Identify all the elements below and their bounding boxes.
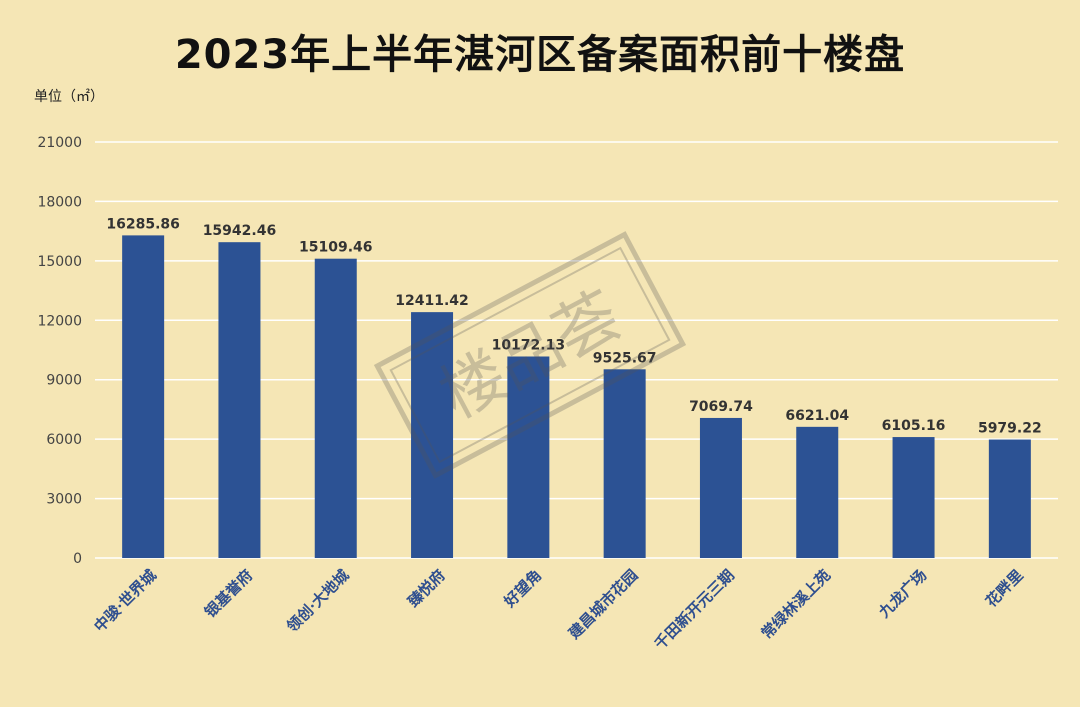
category-label: 臻悦府	[404, 566, 449, 611]
category-label: 建昌城市花园	[565, 566, 641, 642]
bar	[314, 258, 357, 558]
category-label: 九龙广场	[875, 566, 931, 622]
watermark-border-inner	[389, 246, 671, 464]
bar	[796, 426, 839, 558]
bar	[218, 242, 261, 559]
y-tick-label: 21000	[37, 135, 82, 151]
data-label: 16285.86	[106, 216, 180, 232]
y-tick-label: 9000	[46, 373, 82, 389]
y-tick-label: 12000	[37, 313, 82, 329]
data-label: 6105.16	[882, 418, 946, 434]
watermark-border-outer	[373, 231, 687, 479]
category-label: 花畔里	[982, 566, 1027, 611]
data-label: 5979.22	[978, 421, 1042, 437]
y-axis-unit-label: 单位（㎡）	[34, 89, 104, 105]
category-label: 好望角	[500, 566, 545, 611]
bars	[122, 235, 1031, 559]
data-label: 6621.04	[785, 408, 849, 424]
category-label: 常绿林溪上苑	[758, 566, 834, 642]
y-tick-label: 0	[73, 551, 82, 567]
y-axis-ticks: 0 3000 6000 9000 12000 15000 18000 21000	[37, 135, 82, 567]
category-label: 银基誉府	[201, 566, 256, 621]
bar	[603, 369, 646, 558]
data-label: 9525.67	[593, 350, 657, 366]
category-labels: 中骏·世界城 银基誉府 领创·大地城 臻悦府 好望角 建昌城市花园 千田新开元三期 常绿林溪上…	[91, 566, 1027, 653]
chart-title: 2023年上半年湛河区备案面积前十楼盘	[174, 32, 906, 78]
y-tick-label: 6000	[46, 432, 82, 448]
y-tick-label: 3000	[46, 492, 82, 508]
bar	[411, 312, 454, 558]
data-label: 15109.46	[299, 240, 373, 256]
bar	[892, 437, 935, 558]
bar	[988, 439, 1031, 558]
y-tick-label: 15000	[37, 254, 82, 270]
category-label: 领创·大地城	[282, 566, 352, 636]
category-label: 中骏·世界城	[91, 566, 160, 635]
category-label: 千田新开元三期	[651, 566, 738, 653]
data-label: 10172.13	[492, 337, 566, 353]
data-label: 12411.42	[395, 293, 469, 309]
data-label: 15942.46	[203, 223, 277, 239]
bar	[122, 235, 165, 558]
data-labels: 16285.86 15942.46 15109.46 12411.42 10172.13…	[106, 216, 1041, 436]
y-tick-label: 18000	[37, 194, 82, 210]
bar	[699, 417, 742, 558]
bar	[507, 356, 550, 558]
data-label: 7069.74	[689, 399, 753, 415]
